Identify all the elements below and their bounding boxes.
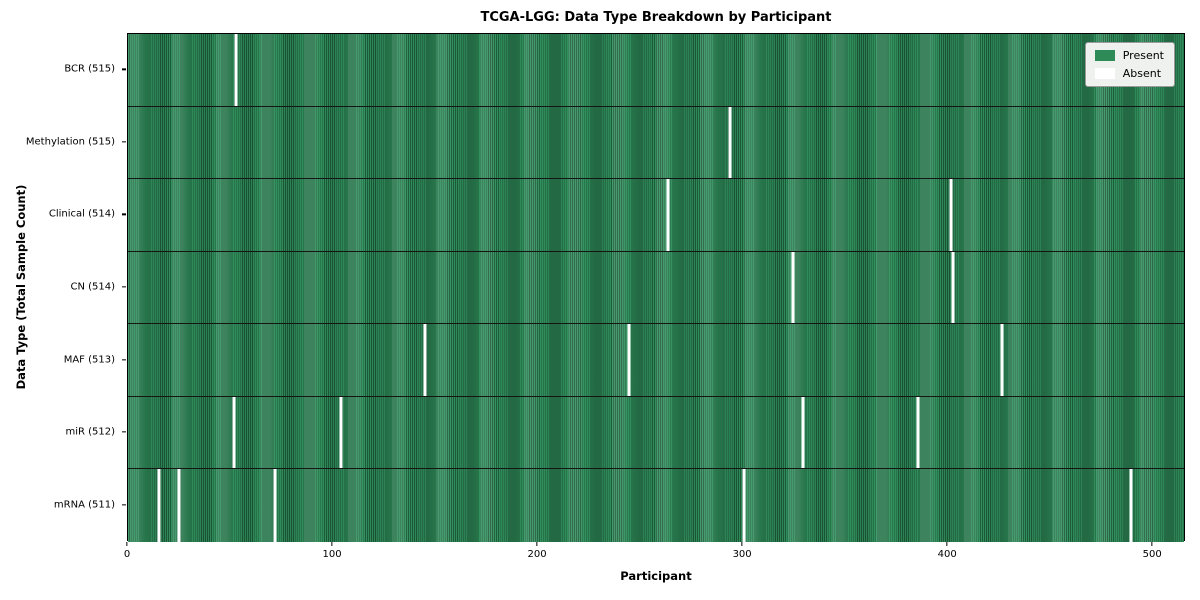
y-tick-label-mRNA: mRNA (511) <box>53 499 115 511</box>
legend: Present Absent <box>1084 42 1175 87</box>
row-band-Clinical <box>128 179 1184 252</box>
row-band-mRNA <box>128 469 1184 542</box>
y-tick-mark <box>122 358 126 361</box>
legend-item-absent: Absent <box>1094 67 1164 80</box>
chart-title: TCGA-LGG: Data Type Breakdown by Partici… <box>480 10 832 25</box>
legend-label-present: Present <box>1122 49 1164 62</box>
row-band-CN <box>128 251 1184 325</box>
y-tick-label-miR: miR (512) <box>65 426 115 438</box>
x-axis-title: Participant <box>620 569 692 583</box>
row-band-BCR <box>128 34 1184 107</box>
legend-label-absent: Absent <box>1122 67 1162 80</box>
y-axis: BCR (515) Methylation (515) Clinical (514)… <box>0 33 127 541</box>
absent-swatch <box>1094 68 1115 79</box>
absent-gap <box>728 106 732 179</box>
y-tick-label-MAF: MAF (513) <box>63 354 115 366</box>
absent-gap <box>916 396 920 469</box>
row-band-Methylation <box>128 106 1184 180</box>
absent-gap <box>234 34 238 106</box>
absent-gap <box>232 396 236 469</box>
x-tick-label-400: 400 <box>937 549 957 560</box>
absent-gap <box>801 396 805 469</box>
absent-gap <box>951 251 955 324</box>
row-band-MAF <box>128 324 1184 397</box>
absent-gap <box>742 469 746 542</box>
absent-gap <box>949 179 953 251</box>
y-tick-label-CN: CN (514) <box>70 281 115 293</box>
x-tick-label-100: 100 <box>322 549 342 560</box>
absent-gap <box>273 469 277 542</box>
x-tick-mark <box>331 542 333 546</box>
x-tick-label-0: 0 <box>123 549 131 560</box>
y-tick-label-Clinical: Clinical (514) <box>48 208 115 220</box>
absent-gap <box>339 396 343 469</box>
x-tick-mark <box>126 542 128 546</box>
absent-gap <box>157 469 161 542</box>
present-swatch <box>1094 50 1115 61</box>
x-tick-mark <box>1151 542 1153 546</box>
absent-gap <box>791 251 795 324</box>
legend-item-present: Present <box>1094 49 1164 62</box>
y-tick-mark <box>122 286 126 288</box>
absent-gap <box>627 324 631 396</box>
absent-gap <box>1000 324 1004 396</box>
absent-gap <box>177 469 181 542</box>
y-tick-mark <box>122 141 126 143</box>
absent-gap <box>1129 469 1133 542</box>
x-axis: 0 100 200 300 400 500 <box>123 541 1185 571</box>
x-tick-mark <box>536 542 538 546</box>
x-tick-label-500: 500 <box>1142 549 1162 560</box>
plot-area: Present Absent <box>127 33 1185 542</box>
x-tick-mark <box>741 542 743 546</box>
y-tick-mark <box>122 504 126 506</box>
x-tick-mark <box>946 542 948 546</box>
absent-gap <box>423 324 427 396</box>
absent-gap <box>666 179 670 251</box>
row-band-miR <box>128 396 1184 470</box>
y-tick-mark <box>122 213 126 216</box>
y-tick-label-BCR: BCR (515) <box>64 63 115 75</box>
y-tick-mark <box>122 68 126 70</box>
x-tick-label-200: 200 <box>527 549 547 560</box>
y-tick-mark <box>122 431 126 433</box>
x-tick-label-300: 300 <box>732 549 752 560</box>
y-tick-label-Methylation: Methylation (515) <box>25 136 115 148</box>
